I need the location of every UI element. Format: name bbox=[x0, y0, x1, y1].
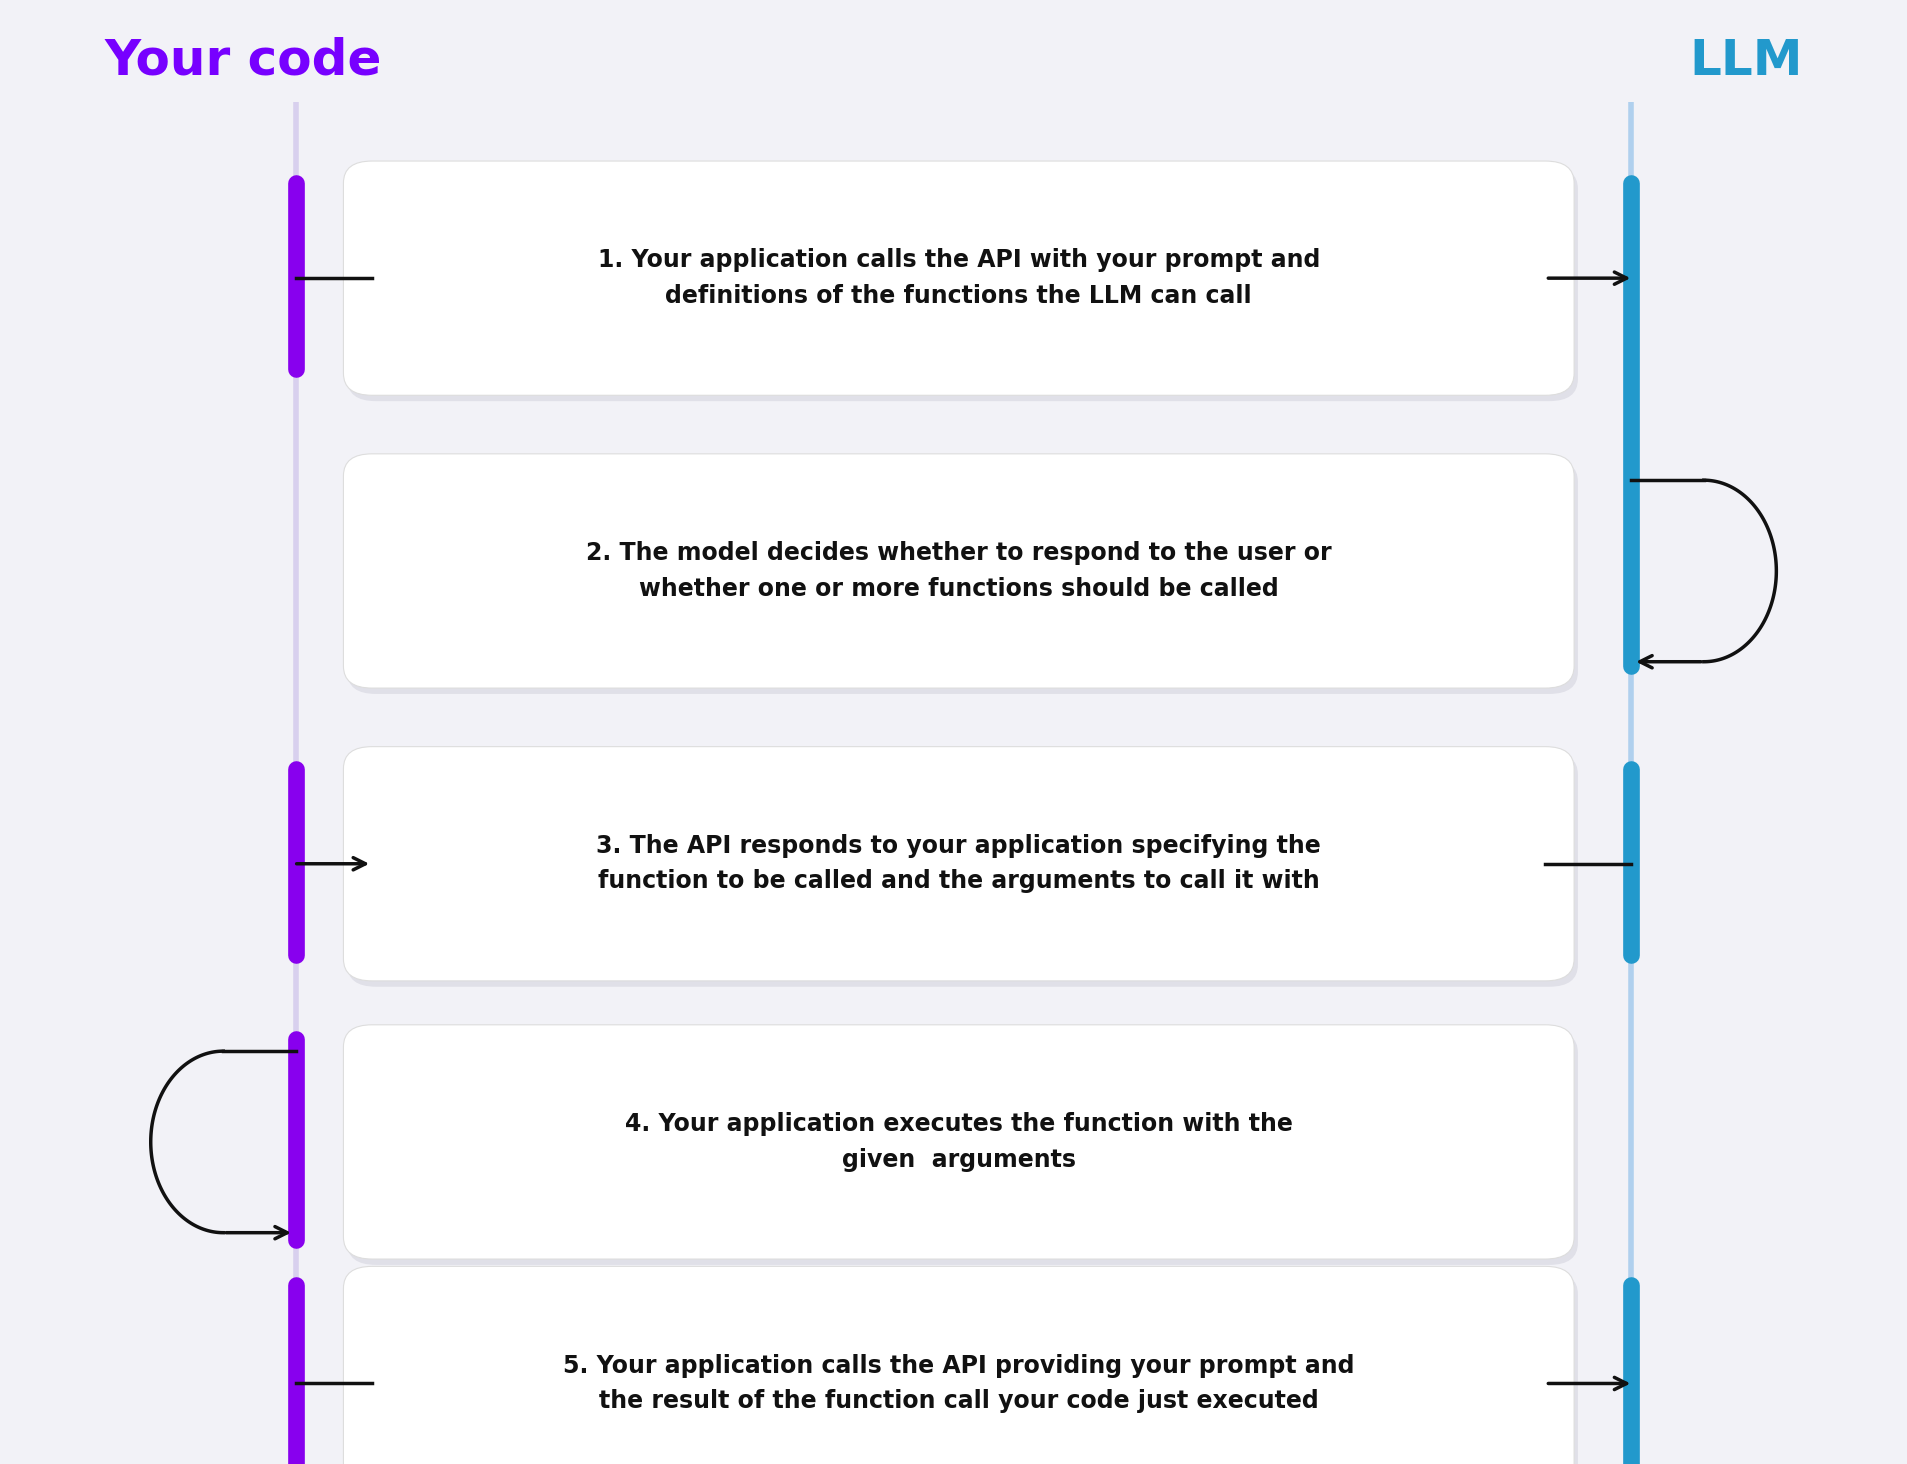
FancyBboxPatch shape bbox=[347, 167, 1577, 401]
Text: 5. Your application calls the API providing your prompt and
the result of the fu: 5. Your application calls the API provid… bbox=[563, 1354, 1354, 1413]
FancyBboxPatch shape bbox=[343, 1025, 1573, 1259]
Text: LLM: LLM bbox=[1690, 37, 1802, 85]
FancyBboxPatch shape bbox=[343, 1266, 1573, 1464]
FancyBboxPatch shape bbox=[343, 161, 1573, 395]
FancyBboxPatch shape bbox=[347, 460, 1577, 694]
FancyBboxPatch shape bbox=[343, 747, 1573, 981]
FancyBboxPatch shape bbox=[343, 454, 1573, 688]
Text: 1. Your application calls the API with your prompt and
definitions of the functi: 1. Your application calls the API with y… bbox=[597, 249, 1320, 307]
Text: 3. The API responds to your application specifying the
function to be called and: 3. The API responds to your application … bbox=[597, 834, 1320, 893]
FancyBboxPatch shape bbox=[347, 1272, 1577, 1464]
Text: 2. The model decides whether to respond to the user or
whether one or more funct: 2. The model decides whether to respond … bbox=[585, 542, 1331, 600]
Text: 4. Your application executes the function with the
given  arguments: 4. Your application executes the functio… bbox=[624, 1113, 1293, 1171]
Text: Your code: Your code bbox=[105, 37, 381, 85]
FancyBboxPatch shape bbox=[347, 1031, 1577, 1265]
FancyBboxPatch shape bbox=[347, 752, 1577, 987]
